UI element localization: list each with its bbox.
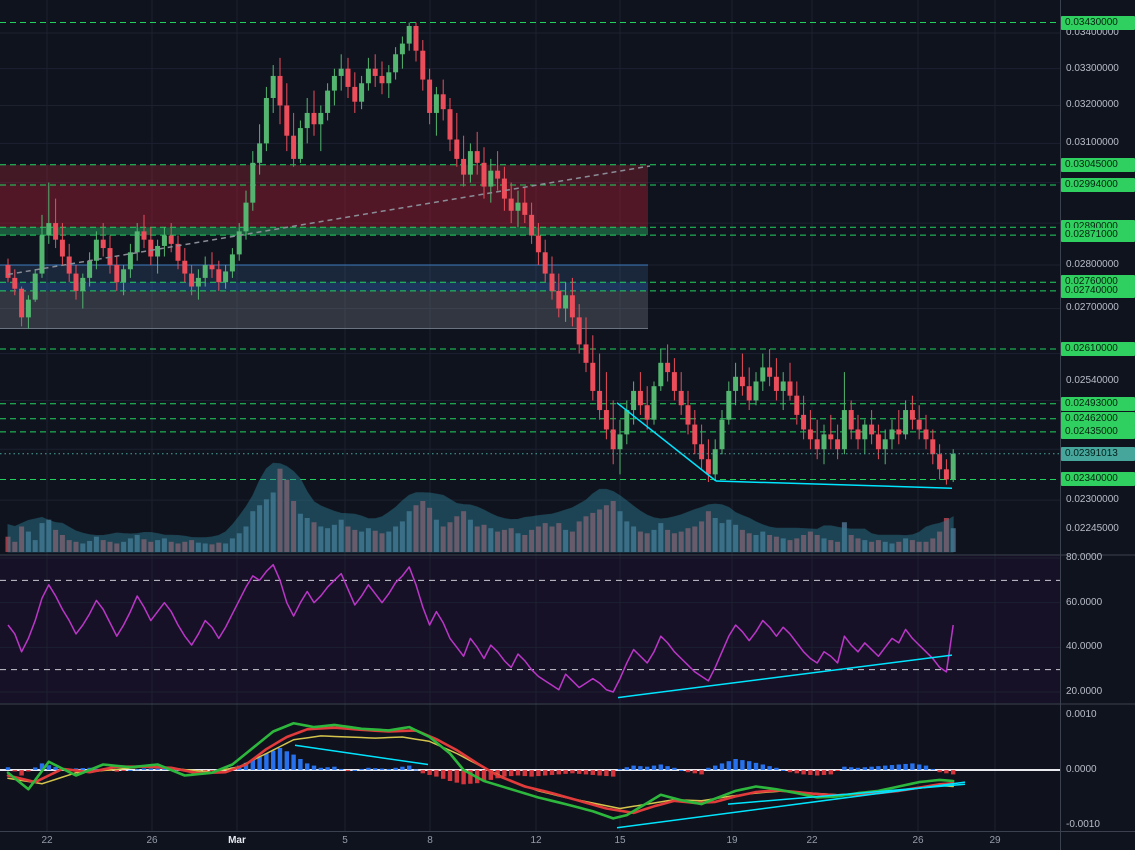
chart-canvas[interactable] — [0, 0, 1135, 850]
tradingview-chart-window: 0.03400000 0.03300000 0.03200000 0.03100000… — [0, 0, 1135, 850]
